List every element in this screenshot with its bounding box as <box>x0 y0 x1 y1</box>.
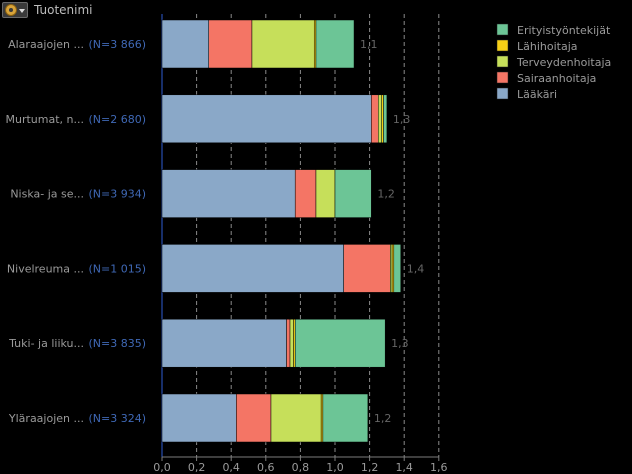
bar-total-label: 1,3 <box>391 337 409 350</box>
legend-swatch <box>496 87 509 100</box>
grid-lines <box>161 14 440 457</box>
bar-segment <box>161 244 344 293</box>
legend-label: Lähihoitaja <box>517 40 578 53</box>
category-labels: 1,1 Alaraajojen ... (N=3 866) 1,3 Murtumat, … <box>6 38 425 425</box>
bar-segment <box>161 393 237 443</box>
bar-segment <box>343 244 391 293</box>
category-label: Alaraajojen ... <box>8 38 84 51</box>
legend-label: Terveydenhoitaja <box>516 56 611 69</box>
category-label: Nivelreuma ... <box>7 262 84 275</box>
category-label: Niska- ja se... <box>10 188 84 201</box>
bar-total-label: 1,3 <box>393 113 411 126</box>
x-tick-label: 1,2 <box>361 461 379 474</box>
legend-label: Erityistyöntekijät <box>517 24 611 37</box>
bar-segment <box>161 169 296 218</box>
gear-icon <box>5 4 17 16</box>
sample-size-label: (N=3 934) <box>88 188 146 201</box>
x-tick-label: 0,0 <box>153 461 171 474</box>
bar-segment <box>381 94 384 144</box>
sample-size-label: (N=3 866) <box>88 38 146 51</box>
legend-swatch <box>496 23 509 36</box>
bar-segment <box>286 318 291 368</box>
bar-segment <box>390 244 393 293</box>
legend-swatch <box>496 71 509 84</box>
category-label: Yläraajojen ... <box>8 412 84 425</box>
x-tick-label: 1,0 <box>326 461 344 474</box>
settings-menu-button[interactable] <box>2 2 28 18</box>
bar-segment <box>315 169 336 218</box>
legend-swatch <box>496 55 509 68</box>
bars <box>161 19 401 443</box>
bar-segment <box>293 318 296 368</box>
legend: Erityistyöntekijät Lähihoitaja Terveydenho… <box>496 23 611 101</box>
bar-segment <box>320 393 324 443</box>
bar-segment <box>371 94 379 144</box>
bar-segment <box>383 94 388 144</box>
x-tick-label: 1,6 <box>430 461 448 474</box>
bar-segment <box>334 169 372 218</box>
header-title: Tuotenimi <box>34 3 93 17</box>
sample-size-label: (N=3 324) <box>88 412 146 425</box>
bar-total-label: 1,2 <box>377 188 395 201</box>
bar-total-label: 1,2 <box>374 412 392 425</box>
bar-segment <box>315 19 355 69</box>
x-axis: 0,0 0,2 0,4 0,6 0,8 1,0 1,2 1,4 1,6 <box>153 456 448 474</box>
bar-segment <box>313 19 317 69</box>
bar-segment <box>161 94 372 144</box>
bar-segment <box>208 19 253 69</box>
bar-segment <box>270 393 322 443</box>
bar-segment <box>289 318 294 368</box>
bar-segment <box>161 318 287 368</box>
sample-size-label: (N=2 680) <box>88 113 146 126</box>
x-tick-label: 0,8 <box>292 461 310 474</box>
x-tick-label: 0,2 <box>188 461 206 474</box>
bar-segment <box>251 19 315 69</box>
chevron-down-icon <box>19 9 25 13</box>
legend-label: Sairaanhoitaja <box>517 72 596 85</box>
category-label: Murtumat, n... <box>6 113 85 126</box>
bar-segment <box>322 393 369 443</box>
bar-segment <box>161 19 209 69</box>
bar-segment <box>378 94 382 144</box>
category-label: Tuki- ja liiku... <box>8 337 84 350</box>
sample-size-label: (N=1 015) <box>88 262 146 275</box>
bar-segment <box>391 244 395 293</box>
bar-segment <box>294 169 317 218</box>
x-tick-label: 0,4 <box>222 461 240 474</box>
bar-total-label: 1,1 <box>360 38 378 51</box>
report-header: Tuotenimi <box>0 0 632 20</box>
x-tick-label: 1,4 <box>395 461 413 474</box>
legend-label: Lääkäri <box>517 88 557 101</box>
bar-segment <box>393 244 401 293</box>
x-tick-label: 0,6 <box>257 461 275 474</box>
bar-total-label: 1,4 <box>407 262 425 275</box>
sample-size-label: (N=3 835) <box>88 337 146 350</box>
bar-segment <box>236 393 272 443</box>
bar-segment <box>294 318 386 368</box>
legend-swatch <box>496 39 509 52</box>
